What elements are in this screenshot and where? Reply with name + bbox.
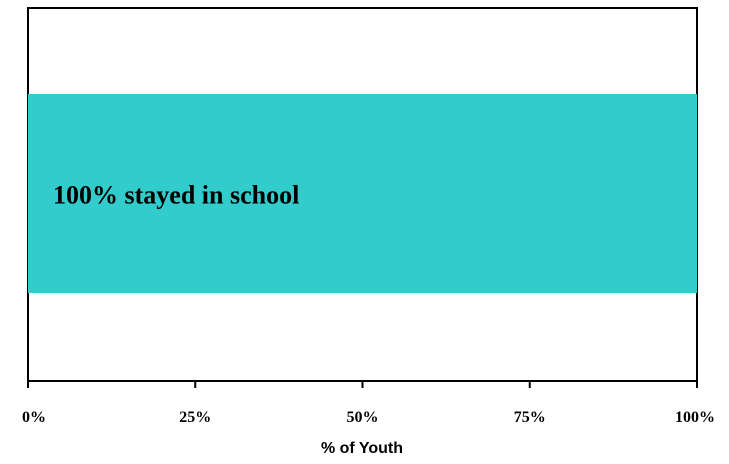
- bar: [28, 94, 697, 293]
- x-tick-label: 50%: [347, 409, 379, 426]
- bar-data-label: 100% stayed in school: [53, 181, 299, 210]
- x-tick-label: 0%: [22, 409, 46, 426]
- x-tick-label: 100%: [675, 409, 715, 426]
- x-tick-label: 25%: [179, 409, 211, 426]
- labels-layer: 100% stayed in school: [53, 181, 299, 210]
- x-axis-title: % of Youth: [321, 440, 403, 457]
- bars-layer: [28, 94, 697, 293]
- ticks-layer: 0% 25% 50% 75% 100%: [22, 381, 715, 426]
- x-tick-label: 75%: [514, 409, 546, 426]
